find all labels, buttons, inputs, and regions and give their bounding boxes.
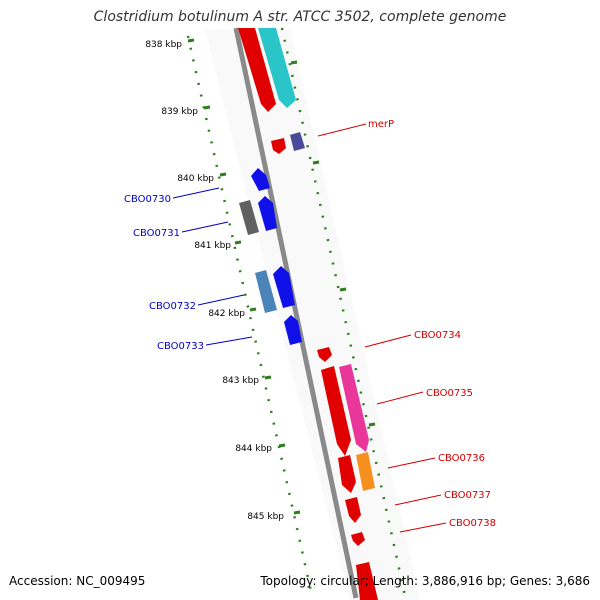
leader-line-cbo0734	[364, 334, 412, 348]
gene-feature	[258, 28, 296, 108]
leader-line-cbo0736	[387, 457, 436, 469]
genome-summary-text: Topology: circular; Length: 3,886,916 bp…	[260, 574, 590, 588]
tick-label-844: 844 kbp	[235, 444, 272, 454]
gene-feature	[351, 532, 365, 546]
gene-feature	[356, 452, 375, 491]
gene-feature	[317, 347, 332, 362]
gene-label-merP: merP	[368, 119, 394, 130]
gene-feature	[345, 497, 361, 523]
leader-line-cbo0730	[172, 187, 220, 199]
gene-feature	[321, 366, 351, 456]
tick-label-845: 845 kbp	[247, 512, 284, 522]
genome-title: Clostridium botulinum A str. ATCC 3502, …	[93, 9, 507, 25]
gene-label-cbo0732: CBO0732	[149, 301, 196, 312]
gene-feature	[338, 455, 356, 493]
gene-label-cbo0738: CBO0738	[449, 518, 496, 529]
gene-label-cbo0736: CBO0736	[438, 453, 485, 464]
gene-feature	[238, 28, 276, 112]
tick-mark	[339, 287, 347, 292]
gene-feature	[356, 562, 378, 600]
leader-line-merP	[317, 123, 367, 137]
tick-mark	[187, 38, 195, 43]
kbp-tick-marks	[187, 38, 376, 515]
tick-mark	[234, 240, 242, 245]
gene-label-cbo0737: CBO0737	[444, 490, 491, 501]
leader-line-cbo0735	[376, 391, 424, 405]
tick-label-838: 838 kbp	[145, 40, 182, 50]
tick-label-841: 841 kbp	[194, 241, 231, 251]
leader-line-cbo0738	[399, 522, 447, 533]
leader-line-cbo0731	[181, 221, 229, 233]
gene-label-cbo0735: CBO0735	[426, 388, 473, 399]
accession-text: Accession: NC_009495	[9, 574, 146, 588]
gene-label-cbo0733: CBO0733	[157, 341, 204, 352]
gene-feature	[255, 270, 277, 313]
gene-feature	[290, 132, 305, 151]
leader-line-cbo0737	[394, 494, 442, 506]
leader-line-cbo0733	[205, 336, 253, 346]
gene-feature	[258, 196, 277, 231]
genome-backbone	[233, 27, 359, 599]
tick-mark	[312, 160, 320, 165]
gene-feature	[273, 266, 295, 308]
outer-tick-dots	[280, 27, 407, 597]
gene-feature	[251, 168, 270, 191]
leader-line-cbo0732	[197, 294, 245, 306]
tick-label-840: 840 kbp	[177, 174, 214, 184]
tick-mark	[264, 375, 272, 380]
tick-mark	[368, 422, 376, 427]
gene-feature	[271, 138, 286, 154]
tick-mark	[249, 307, 257, 312]
tick-mark	[219, 172, 227, 177]
gene-label-cbo0731: CBO0731	[133, 228, 180, 239]
gene-feature	[284, 315, 302, 345]
gene-feature	[339, 364, 369, 452]
gene-feature	[239, 200, 259, 235]
tick-label-839: 839 kbp	[161, 107, 198, 117]
tick-mark	[278, 443, 286, 448]
tick-mark	[293, 510, 301, 515]
tick-mark	[203, 105, 211, 110]
tick-mark	[290, 60, 298, 65]
gene-label-cbo0730: CBO0730	[124, 194, 171, 205]
tick-label-843: 843 kbp	[222, 376, 259, 386]
tick-label-842: 842 kbp	[208, 309, 245, 319]
gene-label-cbo0734: CBO0734	[414, 330, 461, 341]
